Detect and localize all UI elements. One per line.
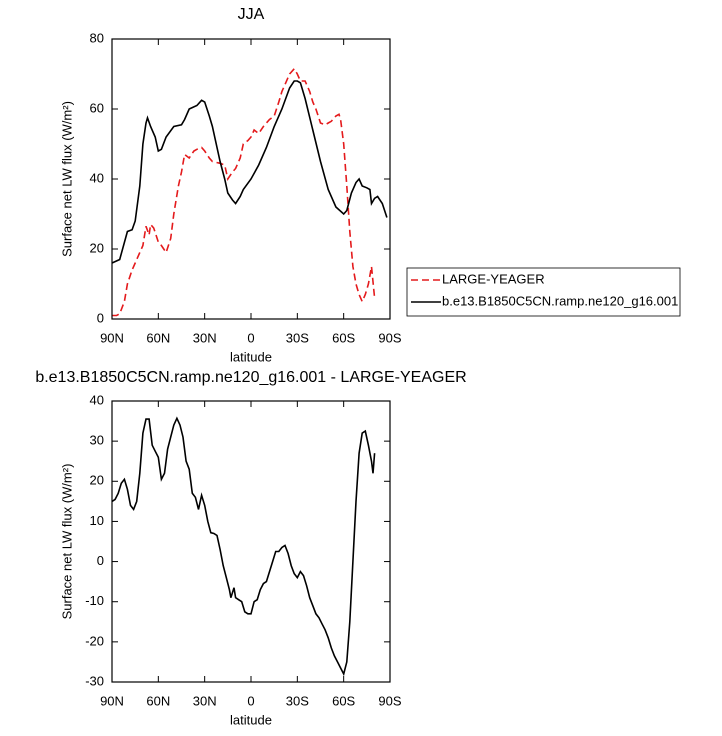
x-tick-label: 30S [286, 693, 309, 708]
y-tick-label: 0 [97, 553, 104, 568]
legend-label: b.e13.B1850C5CN.ramp.ne120_g16.001 [442, 293, 678, 308]
panel: JJA latitude Surface net LW flux (W/m²) 0 20… [59, 6, 681, 364]
y-tick-label: -10 [85, 593, 104, 608]
panel: b.e13.B1850C5CN.ramp.ne120_g16.001 - LAR… [35, 369, 466, 727]
y-tick-label: 60 [90, 100, 104, 115]
x-tick-label: 0 [247, 693, 254, 708]
plot-frame [111, 38, 391, 320]
data-line [112, 67, 376, 317]
x-tick-label: 90N [100, 693, 124, 708]
x-axis-label: latitude [230, 712, 272, 727]
x-tick-label: 30N [193, 693, 217, 708]
plot-frame [111, 400, 391, 683]
y-tick-label: -30 [85, 673, 104, 688]
chart-title: b.e13.B1850C5CN.ramp.ne120_g16.001 - LAR… [35, 369, 466, 386]
y-tick-label: 10 [90, 513, 104, 528]
x-tick-label: 30N [193, 330, 217, 345]
x-tick-label: 60N [146, 330, 170, 345]
legend-box [406, 267, 681, 317]
chart-title: JJA [238, 6, 265, 23]
data-line [111, 416, 376, 677]
y-tick-label: 40 [90, 392, 104, 407]
y-tick-label: 40 [90, 170, 104, 185]
x-tick-label: 60S [332, 330, 355, 345]
y-tick-label: 20 [90, 473, 104, 488]
y-tick-label: 80 [90, 30, 104, 45]
y-tick-label: 30 [90, 433, 104, 448]
data-line [111, 80, 388, 264]
x-tick-label: 90S [378, 330, 401, 345]
x-tick-label: 90S [378, 693, 401, 708]
y-tick-label: 20 [90, 240, 104, 255]
x-axis-label: latitude [230, 349, 272, 364]
x-tick-label: 0 [247, 330, 254, 345]
legend: LARGE-YEAGER b.e13.B1850C5CN.ramp.ne120_g… [406, 267, 681, 317]
x-tick-label: 60S [332, 693, 355, 708]
y-tick-label: 0 [97, 310, 104, 325]
y-axis-label: Surface net LW flux (W/m²) [59, 464, 74, 620]
y-axis-label: Surface net LW flux (W/m²) [59, 101, 74, 257]
x-tick-label: 90N [100, 330, 124, 345]
y-tick-label: -20 [85, 633, 104, 648]
x-tick-label: 60N [146, 693, 170, 708]
x-tick-label: 30S [286, 330, 309, 345]
legend-label: LARGE-YEAGER [442, 271, 545, 286]
